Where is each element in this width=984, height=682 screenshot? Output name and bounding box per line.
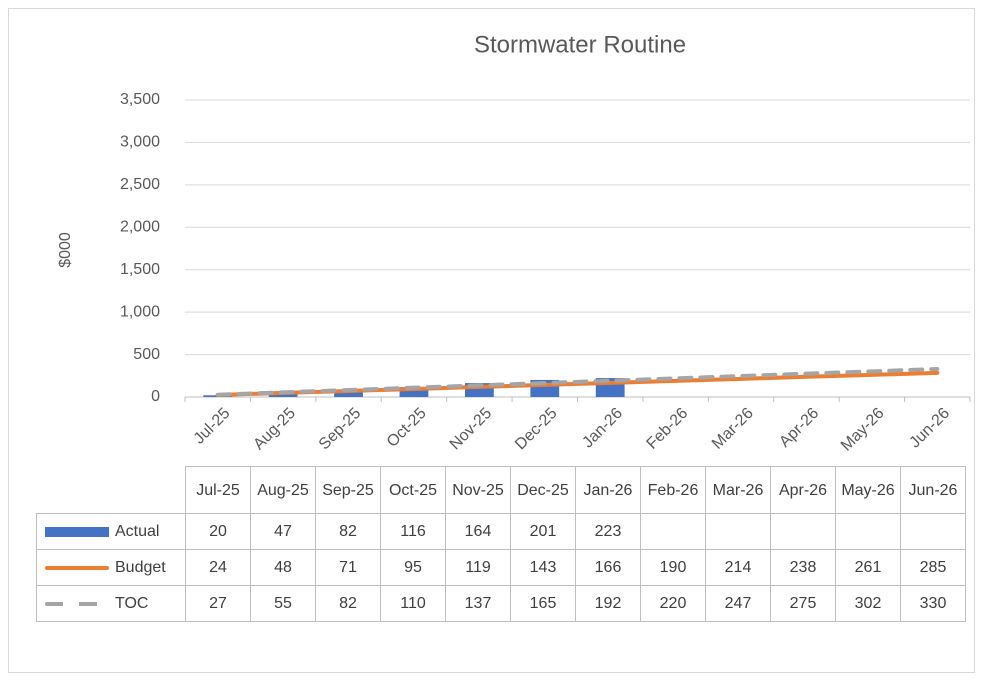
table-category: Jan-26 — [575, 466, 641, 514]
table-value: 119 — [445, 549, 511, 586]
chart-border — [8, 8, 975, 673]
table-value: 201 — [510, 513, 576, 550]
legend-swatch — [45, 526, 109, 537]
bar — [334, 390, 363, 397]
y-tick-label: 2,000 — [120, 219, 160, 236]
table-value: 27 — [185, 585, 251, 622]
x-tick-label: Feb-26 — [644, 405, 692, 453]
y-tick-label: 0 — [151, 388, 160, 405]
table-value: 165 — [510, 585, 576, 622]
table-value: 71 — [315, 549, 381, 586]
table-value: 302 — [835, 585, 901, 622]
y-tick-label: 3,000 — [120, 134, 160, 151]
table-value: 330 — [900, 585, 966, 622]
table-value: 238 — [770, 549, 836, 586]
table-category: Jul-25 — [185, 466, 251, 514]
table-value — [900, 513, 966, 550]
x-tick-label: Jun-26 — [906, 405, 953, 452]
x-tick-label: Sep-25 — [316, 405, 365, 454]
table-value: 192 — [575, 585, 641, 622]
table-value: 220 — [640, 585, 706, 622]
chart-title: Stormwater Routine — [474, 31, 686, 58]
x-tick-label: Jul-25 — [191, 405, 234, 448]
table-value — [640, 513, 706, 550]
table-row: TOC 27 55 82 110 137 165 192 220 247 275 302 330 — [36, 585, 966, 622]
table-category: Jun-26 — [900, 466, 966, 514]
table-value — [835, 513, 901, 550]
bar — [268, 393, 298, 397]
table-category: Dec-25 — [510, 466, 576, 514]
line-series — [215, 366, 940, 397]
data-table: Jul-25 Aug-25 Sep-25 Oct-25 Nov-25 Dec-25 Jan-… — [36, 466, 966, 622]
table-value: 261 — [835, 549, 901, 586]
legend-entry: Actual — [36, 513, 186, 550]
table-category: Oct-25 — [380, 466, 446, 514]
x-tick-label: Dec-25 — [512, 405, 561, 454]
table-category: Apr-26 — [770, 466, 836, 514]
table-header-row: Jul-25 Aug-25 Sep-25 Oct-25 Nov-25 Dec-25 Jan-… — [36, 466, 966, 514]
y-tick-label: 3,500 — [120, 91, 160, 108]
table-value: 24 — [185, 549, 251, 586]
y-tick-label: 1,500 — [120, 261, 160, 278]
table-value: 223 — [575, 513, 641, 550]
y-tick-label: 1,000 — [120, 303, 160, 320]
x-tick-label: Mar-26 — [709, 405, 757, 453]
table-category: Mar-26 — [705, 466, 771, 514]
table-category: Feb-26 — [640, 466, 706, 514]
legend-label: Budget — [115, 559, 166, 576]
table-value: 285 — [900, 549, 966, 586]
table-value: 116 — [380, 513, 446, 550]
table-value: 164 — [445, 513, 511, 550]
table-value: 48 — [250, 549, 316, 586]
table-value: 95 — [380, 549, 446, 586]
legend-swatch — [45, 565, 109, 570]
table-value: 82 — [315, 513, 381, 550]
table-row: Actual 20 47 82 116 164 201 223 — [36, 513, 966, 550]
table-category: Sep-25 — [315, 466, 381, 514]
line-series — [215, 370, 940, 397]
table-row: Budget 24 48 71 95 119 143 166 190 214 238 261 285 — [36, 549, 966, 586]
table-category: Aug-25 — [250, 466, 316, 514]
legend-entry: Budget — [36, 549, 186, 586]
legend-entry: TOC — [36, 585, 186, 622]
x-tick-label: Jan-26 — [579, 405, 626, 452]
table-value: 20 — [185, 513, 251, 550]
y-axis-label: $000 — [57, 232, 74, 268]
x-tick-label: Aug-25 — [250, 405, 299, 454]
bar — [399, 387, 429, 397]
table-value — [770, 513, 836, 550]
table-value: 47 — [250, 513, 316, 550]
table-value: 275 — [770, 585, 836, 622]
table-value: 110 — [380, 585, 446, 622]
x-tick-label: Oct-25 — [384, 405, 430, 451]
table-value: 247 — [705, 585, 771, 622]
y-tick-label: 500 — [133, 346, 160, 363]
table-value: 166 — [575, 549, 641, 586]
x-tick-label: May-26 — [838, 405, 888, 455]
table-value — [705, 513, 771, 550]
table-value: 55 — [250, 585, 316, 622]
table-category: Nov-25 — [445, 466, 511, 514]
table-value: 82 — [315, 585, 381, 622]
legend-label: Actual — [115, 523, 160, 540]
x-tick-label: Nov-25 — [447, 405, 496, 454]
table-value: 143 — [510, 549, 576, 586]
table-value: 214 — [705, 549, 771, 586]
table-corner — [36, 466, 186, 514]
table-value: 190 — [640, 549, 706, 586]
y-tick-label: 2,500 — [120, 176, 160, 193]
legend-label: TOC — [115, 595, 149, 612]
table-value: 137 — [445, 585, 511, 622]
table-category: May-26 — [835, 466, 901, 514]
x-tick-label: Apr-26 — [776, 405, 822, 451]
legend-swatch — [45, 601, 109, 606]
